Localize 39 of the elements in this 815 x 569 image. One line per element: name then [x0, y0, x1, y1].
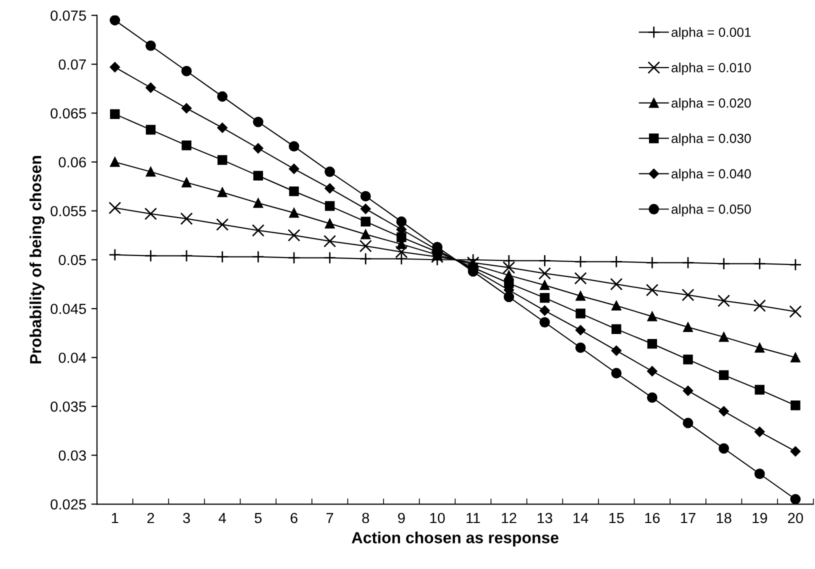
x-tick-label: 8 [362, 512, 370, 524]
y-tick-label: 0.04 [58, 352, 86, 363]
x-tick-label: 14 [574, 513, 588, 524]
legend-label: alpha = 0.020 [672, 98, 751, 110]
legend-label: alpha = 0.001 [672, 27, 751, 40]
legend-label: alpha = 0.030 [672, 133, 751, 146]
x-tick-label: 6 [290, 512, 298, 524]
y-tick-label: 0.035 [50, 401, 86, 412]
y-tick-label: 0.06 [58, 157, 86, 168]
y-tick-label: 0.025 [50, 499, 86, 510]
y-tick-label: 0.065 [50, 108, 86, 119]
legend-label: alpha = 0.010 [672, 62, 751, 75]
x-tick-label: 1 [112, 513, 118, 524]
x-tick-label: 16 [645, 512, 660, 524]
x-tick-label: 3 [183, 512, 190, 524]
y-tick-label: 0.045 [50, 304, 86, 314]
y-tick-label: 0.03 [58, 450, 86, 461]
x-tick-label: 10 [430, 512, 445, 524]
x-tick-label: 13 [538, 512, 552, 524]
y-tick-label: 0.055 [50, 206, 86, 216]
x-tick-label: 12 [502, 512, 516, 524]
y-tick-label: 0.07 [58, 59, 86, 70]
x-tick-label: 9 [398, 512, 405, 524]
y-axis-title: Probability of being chosen [30, 156, 45, 364]
x-tick-label: 5 [254, 513, 262, 524]
x-tick-label: 20 [788, 512, 803, 524]
x-tick-label: 4 [218, 513, 226, 524]
x-tick-label: 11 [466, 513, 480, 524]
x-axis-title: Action chosen as response [352, 532, 558, 547]
x-tick-label: 7 [326, 513, 334, 524]
x-tick-label: 2 [147, 512, 154, 524]
y-tick-label: 0.075 [50, 10, 86, 21]
x-tick-label: 15 [609, 513, 624, 524]
x-tick-label: 17 [681, 513, 696, 524]
x-tick-label: 18 [716, 512, 732, 524]
y-tick-label: 0.05 [58, 254, 86, 266]
x-tick-label: 19 [752, 512, 768, 524]
legend-label: alpha = 0.040 [672, 168, 751, 182]
legend-label: alpha = 0.050 [672, 204, 751, 216]
